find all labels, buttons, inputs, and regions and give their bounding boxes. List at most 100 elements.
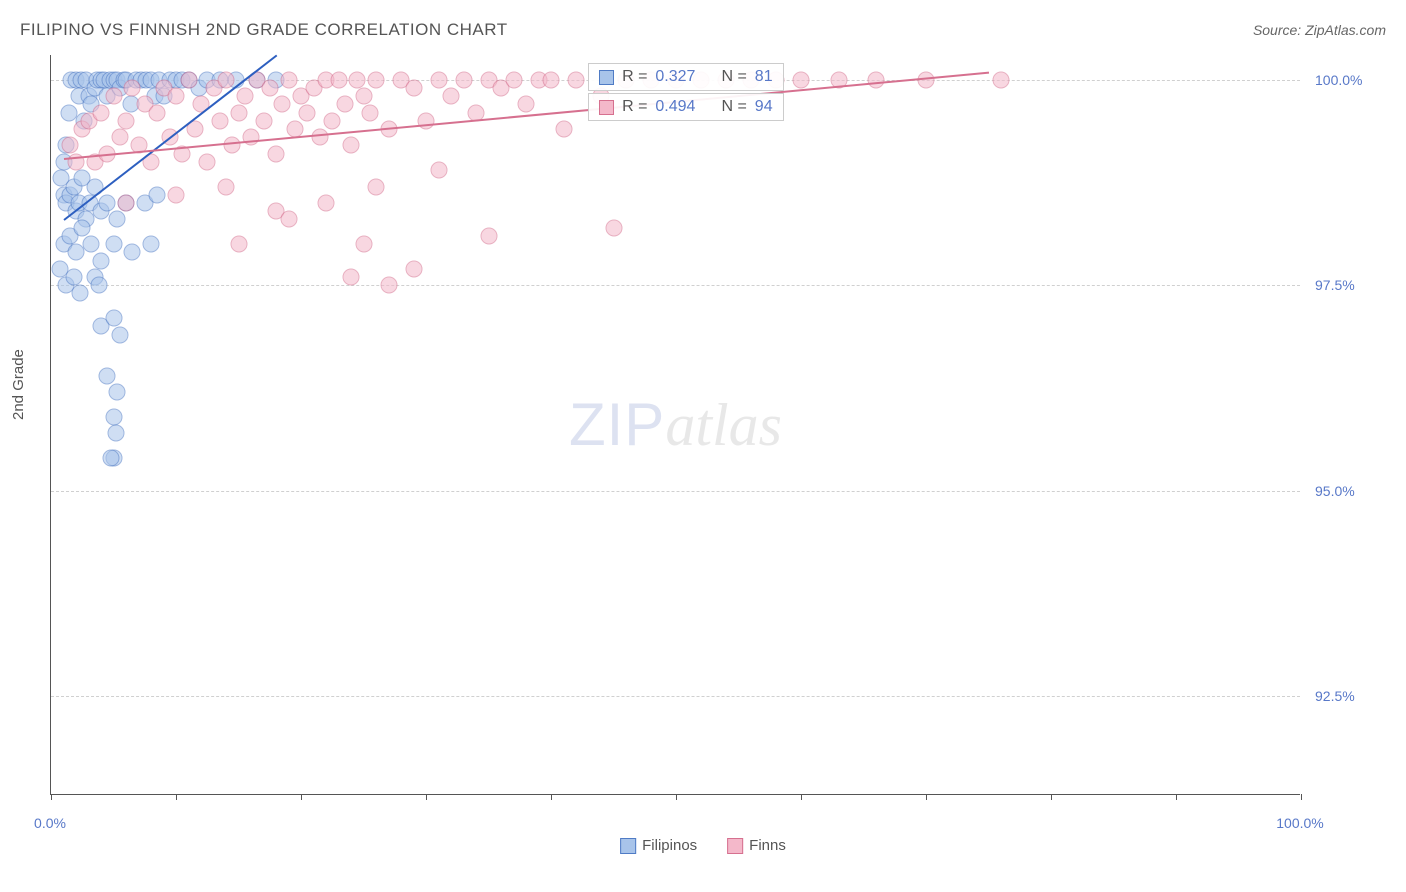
stats-box-finn: R =0.494N =94 [588, 93, 784, 121]
watermark-atlas: atlas [665, 392, 782, 458]
finn-point [568, 71, 585, 88]
filipino-point [103, 449, 120, 466]
x-tick-mark [51, 794, 52, 800]
finn-point [324, 112, 341, 129]
finn-point [518, 96, 535, 113]
chart-title: FILIPINO VS FINNISH 2ND GRADE CORRELATIO… [20, 20, 508, 40]
finn-point [199, 153, 216, 170]
stats-r-label: R = [622, 68, 647, 86]
legend-item-finn: Finns [727, 837, 786, 854]
finn-point [355, 88, 372, 105]
finn-point [118, 112, 135, 129]
finn-point [280, 211, 297, 228]
legend-label: Finns [749, 837, 786, 854]
finn-point [111, 129, 128, 146]
finn-point [180, 71, 197, 88]
finn-point [368, 178, 385, 195]
x-tick-mark [551, 794, 552, 800]
finn-point [361, 104, 378, 121]
finn-point [243, 129, 260, 146]
source-label: Source: ZipAtlas.com [1253, 22, 1386, 38]
filipino-point [105, 236, 122, 253]
stats-n-value: 94 [755, 98, 773, 116]
stats-n-value: 81 [755, 68, 773, 86]
x-tick-mark [1301, 794, 1302, 800]
y-tick-label: 97.5% [1315, 277, 1355, 293]
x-tick-mark [426, 794, 427, 800]
finn-point [343, 269, 360, 286]
filipino-point [83, 236, 100, 253]
gridline-h [51, 491, 1300, 492]
filipino-point [105, 408, 122, 425]
finn-point [343, 137, 360, 154]
plot-area: ZIPatlas R =0.327N =81R =0.494N =94 [50, 55, 1300, 795]
finn-point [505, 71, 522, 88]
header-row: FILIPINO VS FINNISH 2ND GRADE CORRELATIO… [20, 20, 1386, 40]
x-tick-label: 100.0% [1275, 815, 1325, 831]
finn-point [218, 71, 235, 88]
finn-point [543, 71, 560, 88]
finn-point [330, 71, 347, 88]
filipino-point [105, 310, 122, 327]
finn-point [93, 104, 110, 121]
gridline-h [51, 285, 1300, 286]
finn-point [118, 195, 135, 212]
finn-point [430, 71, 447, 88]
finn-point [149, 104, 166, 121]
finn-point [261, 79, 278, 96]
finn-point [430, 162, 447, 179]
stats-r-value: 0.494 [655, 98, 695, 116]
x-tick-mark [301, 794, 302, 800]
x-tick-mark [176, 794, 177, 800]
filipino-point [109, 211, 126, 228]
finn-point [274, 96, 291, 113]
stats-r-value: 0.327 [655, 68, 695, 86]
finn-point [380, 277, 397, 294]
finn-point [218, 178, 235, 195]
filipino-point [111, 326, 128, 343]
finn-point [268, 145, 285, 162]
finn-point [299, 104, 316, 121]
y-tick-label: 95.0% [1315, 483, 1355, 499]
filipino-point [124, 244, 141, 261]
filipino-point [93, 252, 110, 269]
filipino-point [74, 219, 91, 236]
finn-point [555, 121, 572, 138]
gridline-h [51, 696, 1300, 697]
finn-point [318, 195, 335, 212]
filipino-point [71, 285, 88, 302]
finn-point [405, 260, 422, 277]
finn-point [168, 186, 185, 203]
legend: FilipinosFinns [620, 837, 786, 854]
finn-point [605, 219, 622, 236]
finn-point [455, 71, 472, 88]
stats-box-filipino: R =0.327N =81 [588, 63, 784, 91]
filipino-point [143, 236, 160, 253]
x-tick-mark [1176, 794, 1177, 800]
legend-swatch-filipino [620, 838, 636, 854]
finn-point [405, 79, 422, 96]
y-axis-label: 2nd Grade [10, 349, 27, 420]
finn-point [211, 112, 228, 129]
finn-point [336, 96, 353, 113]
x-tick-mark [801, 794, 802, 800]
finn-point [355, 236, 372, 253]
finn-point [443, 88, 460, 105]
finn-point [105, 88, 122, 105]
finn-point [793, 71, 810, 88]
finn-point [349, 71, 366, 88]
finn-point [230, 104, 247, 121]
watermark-zip: ZIP [569, 391, 665, 458]
finn-point [124, 79, 141, 96]
x-tick-mark [676, 794, 677, 800]
finn-point [368, 71, 385, 88]
filipino-point [90, 277, 107, 294]
x-tick-mark [926, 794, 927, 800]
x-tick-mark [1051, 794, 1052, 800]
finn-point [255, 112, 272, 129]
stats-r-label: R = [622, 98, 647, 116]
filipino-point [99, 367, 116, 384]
finn-point [868, 71, 885, 88]
finn-point [168, 88, 185, 105]
filipino-point [149, 186, 166, 203]
